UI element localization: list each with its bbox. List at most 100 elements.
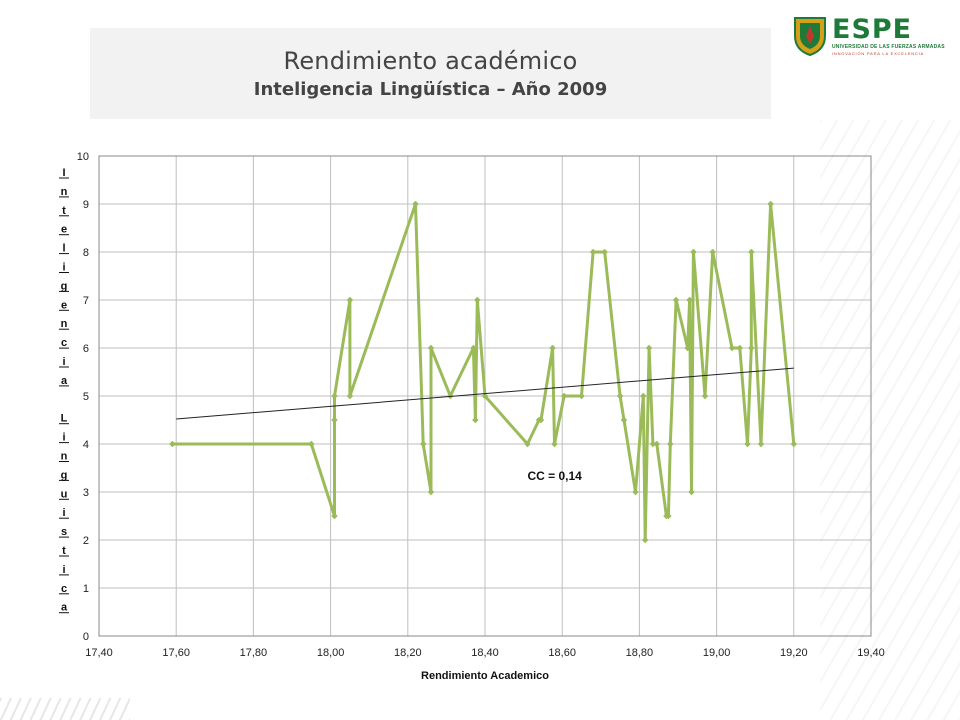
- data-point-marker: [412, 200, 419, 208]
- y-axis-title-letter: c: [61, 583, 67, 595]
- x-tick-label: 19,20: [780, 647, 808, 659]
- x-tick-label: 17,80: [240, 647, 268, 659]
- data-point-marker: [632, 488, 639, 496]
- y-axis-title-letter: n: [61, 451, 68, 463]
- page-title: Rendimiento académico: [283, 47, 578, 75]
- data-point-marker: [589, 248, 597, 256]
- data-point-marker: [346, 392, 354, 400]
- x-tick-label: 19,40: [857, 647, 885, 659]
- data-point-marker: [757, 440, 765, 448]
- data-point-marker: [684, 344, 692, 352]
- data-point-marker: [688, 488, 695, 496]
- y-tick-label: 3: [83, 487, 89, 499]
- logo-motto: INNOVACIÓN PARA LA EXCELENCIA: [832, 51, 924, 56]
- footer-stripes: [0, 698, 130, 720]
- y-axis-title-letter: g: [61, 280, 68, 292]
- y-axis-title-letter: e: [61, 224, 67, 236]
- y-axis-title-letter: i: [62, 564, 65, 576]
- data-point-marker: [470, 344, 477, 352]
- x-axis-tick-labels: 17,40 17,60 17,80 18,00 18,20 18,40 18,60 18,80…: [85, 647, 885, 659]
- title-banner: Rendimiento académico Inteligencia Lingü…: [90, 28, 771, 119]
- data-point-marker: [419, 440, 427, 448]
- y-axis-title-letter: a: [61, 375, 68, 387]
- x-tick-label: 18,00: [317, 647, 345, 659]
- x-tick-label: 18,60: [548, 647, 576, 659]
- logo-wordmark: ESPE: [832, 14, 913, 45]
- data-point-marker: [620, 416, 628, 424]
- y-axis-title-letter: L: [61, 413, 68, 425]
- y-tick-label: 1: [83, 583, 89, 595]
- data-point-marker: [672, 296, 680, 304]
- y-axis-title-letter: e: [61, 299, 67, 311]
- y-axis-title-letter: n: [61, 318, 68, 330]
- data-point-marker: [560, 392, 568, 400]
- y-axis-title-letter: t: [62, 545, 66, 557]
- espe-logo: ESPE UNIVERSIDAD DE LAS FUERZAS ARMADAS …: [792, 14, 945, 58]
- data-point-marker: [473, 296, 481, 304]
- line-chart: 0 1 2 3 4 5 6 7 8 9 10 17,40 17,60 17,80 18,00 18,20 18…: [59, 151, 885, 682]
- y-tick-label: 2: [83, 535, 89, 547]
- data-point-marker: [427, 344, 435, 352]
- data-point-marker: [641, 536, 649, 544]
- data-point-marker: [728, 344, 736, 352]
- y-tick-label: 6: [83, 343, 89, 355]
- y-tick-label: 9: [83, 199, 89, 211]
- data-point-marker: [346, 296, 354, 304]
- data-point-marker: [481, 392, 489, 400]
- data-point-marker: [664, 512, 672, 520]
- y-tick-label: 10: [77, 151, 89, 163]
- data-point-marker: [168, 440, 176, 448]
- data-point-marker: [551, 440, 558, 448]
- data-point-marker: [578, 392, 585, 400]
- trendline: [176, 367, 794, 420]
- data-point-marker: [524, 440, 531, 448]
- data-point-marker: [767, 200, 774, 208]
- y-tick-label: 8: [83, 247, 89, 259]
- y-tick-label: 7: [83, 295, 89, 307]
- series-markers: [168, 200, 798, 544]
- data-point-marker: [331, 416, 338, 424]
- y-tick-label: 0: [83, 631, 89, 643]
- y-axis-title-letter: t: [62, 205, 66, 217]
- y-axis-title-letter: l: [62, 243, 65, 255]
- y-tick-label: 4: [83, 439, 89, 451]
- y-axis-title-letter: I: [62, 167, 65, 179]
- y-axis-title-letter: s: [61, 526, 67, 538]
- data-point-marker: [686, 296, 693, 304]
- data-point-marker: [790, 440, 798, 448]
- data-point-marker: [616, 392, 624, 400]
- y-axis-title-letter: u: [61, 488, 68, 500]
- logo-university-name: UNIVERSIDAD DE LAS FUERZAS ARMADAS: [832, 44, 945, 50]
- data-point-marker: [709, 248, 717, 256]
- y-axis-title-letter: i: [62, 262, 65, 274]
- y-axis-title-letter: g: [61, 469, 68, 481]
- data-point-marker: [653, 440, 661, 448]
- data-point-marker: [666, 440, 674, 448]
- data-point-marker: [601, 248, 609, 256]
- data-point-marker: [331, 392, 338, 400]
- data-point-marker: [549, 344, 556, 352]
- x-tick-label: 18,80: [626, 647, 654, 659]
- data-point-marker: [690, 248, 697, 256]
- data-point-marker: [701, 392, 709, 400]
- y-axis-title-letter: i: [62, 432, 65, 444]
- shield-icon: [794, 17, 826, 56]
- data-point-marker: [747, 344, 755, 352]
- x-tick-label: 18,40: [471, 647, 499, 659]
- x-tick-label: 19,00: [703, 647, 731, 659]
- y-axis-title-letter: a: [61, 602, 68, 614]
- data-point-marker: [471, 416, 479, 424]
- data-point-marker: [537, 416, 545, 424]
- background-stripes: [820, 120, 960, 720]
- y-axis-title-letter: n: [61, 186, 68, 198]
- data-point-marker: [736, 344, 744, 352]
- x-tick-label: 17,40: [85, 647, 113, 659]
- y-axis-tick-labels: 0 1 2 3 4 5 6 7 8 9 10: [77, 151, 89, 643]
- y-axis-title-letter: c: [61, 337, 67, 349]
- data-point-marker: [639, 392, 647, 400]
- data-point-marker: [747, 248, 755, 256]
- series-line: [172, 202, 796, 542]
- x-tick-label: 17,60: [162, 647, 190, 659]
- correlation-annotation: CC = 0,14: [527, 469, 582, 483]
